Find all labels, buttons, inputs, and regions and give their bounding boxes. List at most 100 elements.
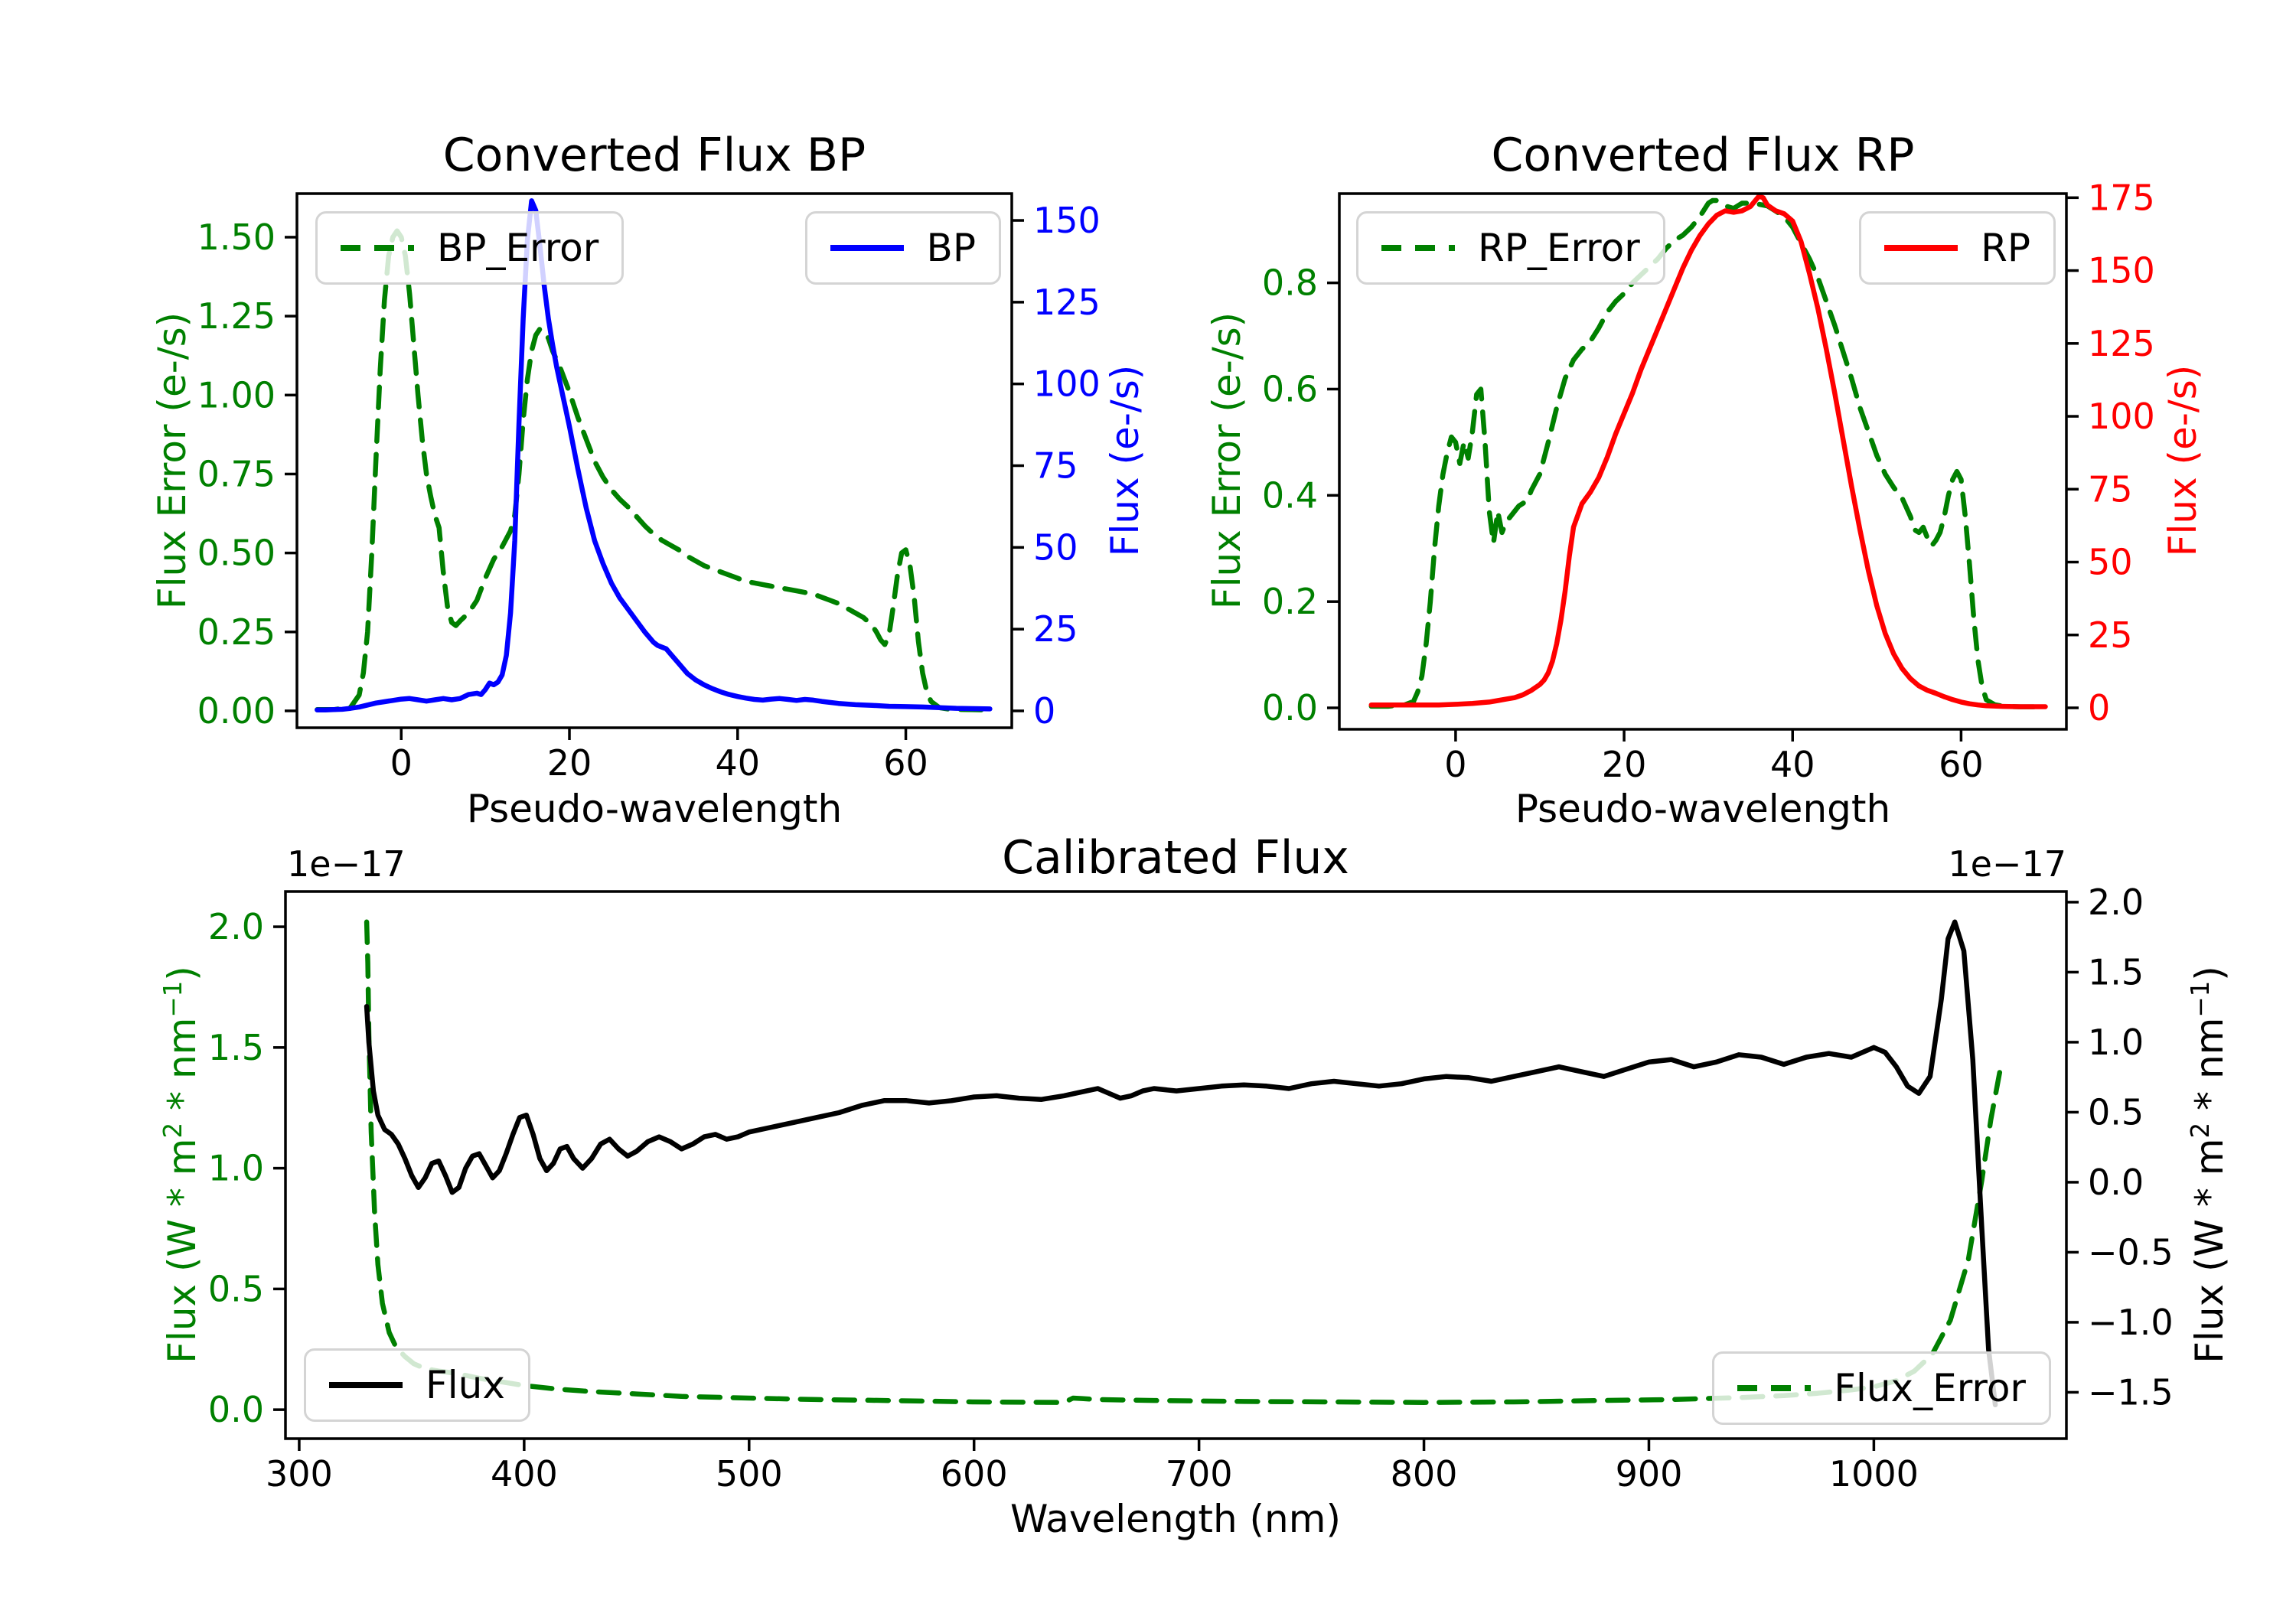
y-tick-label: 150 — [1033, 200, 1101, 241]
bp-xlabel: Pseudo-wavelength — [466, 787, 843, 831]
y-tick-label: 75 — [2088, 468, 2133, 510]
y-tick-label: 100 — [2088, 396, 2155, 437]
x-tick-label: 300 — [266, 1453, 333, 1495]
bp-ylabel-left: Flux Error (e-/s) — [150, 311, 194, 610]
cal-ylabel-right-text3: ) — [2187, 966, 2232, 981]
y-tick-label: 0.2 — [1262, 581, 1318, 622]
rp-error-legend: RP_Error — [1356, 211, 1665, 285]
cal-ylabel-right-text2: * nm — [2187, 1017, 2232, 1123]
y-tick-label: 0.0 — [2088, 1162, 2144, 1203]
y-tick-label: 0.50 — [197, 533, 276, 574]
x-tick-label: 700 — [1166, 1453, 1233, 1495]
flux-error-legend: Flux_Error — [1712, 1351, 2051, 1425]
x-tick-label: 60 — [1939, 744, 1984, 785]
y-tick-label: 1.0 — [2088, 1022, 2144, 1063]
flux-legend: Flux — [304, 1348, 530, 1422]
dashed-line-icon — [1381, 245, 1455, 251]
rp-xlabel: Pseudo-wavelength — [1515, 787, 1891, 831]
x-tick-label: 40 — [1770, 744, 1815, 785]
axes-frame — [284, 890, 2068, 1440]
x-tick-label: 20 — [547, 742, 592, 784]
y-tick-label: −1.0 — [2088, 1302, 2174, 1343]
cal-ylabel-left-text2: * nm — [159, 1017, 204, 1123]
dashed-line-icon — [341, 245, 414, 251]
bp-error-legend-label: BP_Error — [437, 226, 599, 270]
y-tick-label: 25 — [1033, 608, 1078, 650]
bp-line — [315, 198, 993, 712]
y-tick-label: 0.0 — [1262, 687, 1318, 729]
flux-legend-label: Flux — [426, 1363, 505, 1407]
flux-line — [364, 919, 1998, 1408]
y-tick-label: 0.5 — [2088, 1091, 2144, 1133]
y-tick-label: 1.0 — [208, 1148, 264, 1189]
y-tick-label: 100 — [1033, 363, 1101, 405]
y-tick-label: 50 — [1033, 526, 1078, 568]
x-tick-label: 1000 — [1829, 1453, 1919, 1495]
y-tick-label: 0.0 — [208, 1389, 264, 1430]
x-tick-label: 400 — [491, 1453, 558, 1495]
cal-ylabel-right-sup: 2 — [2186, 1122, 2216, 1139]
bp-error-line — [315, 228, 993, 712]
y-tick-label: 125 — [1033, 282, 1101, 323]
bp-legend-label: BP — [926, 226, 976, 270]
y-tick-label: 125 — [2088, 323, 2155, 364]
y-tick-label: −1.5 — [2088, 1371, 2174, 1413]
x-tick-label: 800 — [1391, 1453, 1458, 1495]
x-tick-label: 600 — [941, 1453, 1008, 1495]
solid-line-icon — [329, 1382, 403, 1388]
bp-ylabel-right: Flux (e-/s) — [1103, 364, 1147, 557]
bp-error-legend: BP_Error — [315, 211, 625, 285]
cal-ylabel-left-text: Flux (W * m — [159, 1138, 204, 1364]
rp-title: Converted Flux RP — [1491, 129, 1915, 182]
cal-ylabel-right: Flux (W * m2 * nm−1) — [2186, 966, 2232, 1364]
y-tick-label: 0 — [2088, 687, 2110, 729]
axes-frame — [295, 192, 1013, 729]
cal-title: Calibrated Flux — [1002, 831, 1349, 885]
cal-ylabel-left: Flux (W * m2 * nm−1) — [158, 966, 204, 1364]
y-tick-label: 1.5 — [208, 1027, 264, 1068]
cal-ylabel-left-sup2: −1 — [158, 980, 188, 1018]
y-tick-label: 0.75 — [197, 453, 276, 494]
y-tick-label: 1.25 — [197, 295, 276, 337]
cal-xlabel: Wavelength (nm) — [1010, 1497, 1341, 1541]
rp-ylabel-right: Flux (e-/s) — [2161, 364, 2205, 557]
y-tick-label: 75 — [1033, 445, 1078, 487]
x-tick-label: 900 — [1616, 1453, 1683, 1495]
x-tick-label: 0 — [390, 742, 413, 784]
y-tick-label: 25 — [2088, 614, 2133, 656]
y-tick-label: 0.00 — [197, 690, 276, 732]
x-tick-label: 0 — [1444, 744, 1466, 785]
y-tick-label: 50 — [2088, 542, 2133, 583]
y-tick-label: −0.5 — [2088, 1231, 2174, 1273]
dashed-line-icon — [1737, 1385, 1812, 1391]
flux-error-line — [364, 919, 2003, 1405]
y-tick-label: 0.5 — [208, 1268, 264, 1309]
bp-title: Converted Flux BP — [442, 129, 866, 182]
cal-ylabel-left-sup: 2 — [158, 1122, 188, 1139]
y-tick-label: 150 — [2088, 250, 2155, 292]
rp-error-legend-label: RP_Error — [1478, 226, 1640, 270]
y-tick-label: 1.00 — [197, 374, 276, 416]
y-tick-label: 0 — [1033, 690, 1055, 732]
y-tick-label: 0.6 — [1262, 368, 1318, 409]
rp-ylabel-left: Flux Error (e-/s) — [1205, 311, 1249, 610]
x-tick-label: 40 — [716, 742, 761, 784]
y-tick-label: 2.0 — [2088, 882, 2144, 923]
y-tick-label: 0.4 — [1262, 474, 1318, 516]
x-tick-label: 60 — [883, 742, 928, 784]
y-tick-label: 1.5 — [2088, 951, 2144, 993]
y-tick-label: 175 — [2088, 177, 2155, 218]
rp-error-line — [1368, 197, 2048, 709]
x-tick-label: 20 — [1602, 744, 1647, 785]
cal-ylabel-right-sup2: −1 — [2186, 980, 2216, 1018]
x-tick-label: 500 — [716, 1453, 783, 1495]
y-tick-label: 0.8 — [1262, 262, 1318, 304]
axes-frame — [1338, 192, 2068, 731]
rp-legend-label: RP — [1981, 226, 2030, 270]
y-tick-label: 2.0 — [208, 906, 264, 947]
y-tick-label: 0.25 — [197, 611, 276, 653]
cal-ylabel-left-text3: ) — [159, 966, 204, 981]
flux-error-legend-label: Flux_Error — [1834, 1366, 2026, 1410]
cal-right-scale-offset: 1e−17 — [1948, 843, 2066, 885]
